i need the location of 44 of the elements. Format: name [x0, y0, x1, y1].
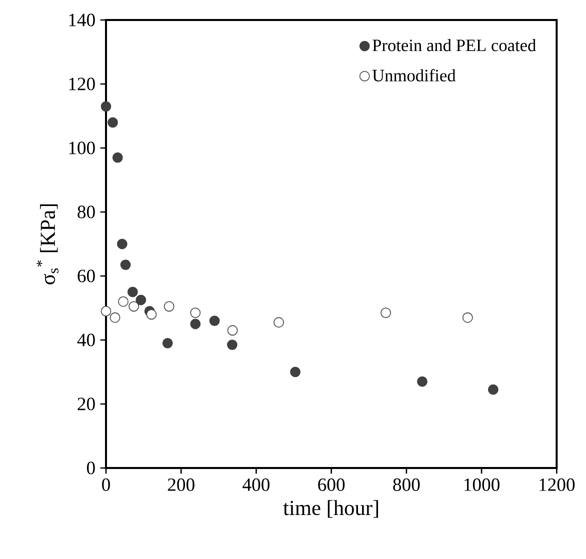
point — [164, 301, 174, 312]
point — [274, 317, 284, 328]
point — [112, 152, 123, 163]
point — [118, 296, 128, 307]
point — [146, 309, 157, 320]
x-tick-label: 400 — [242, 478, 270, 491]
y-tick-label: 60 — [78, 270, 95, 282]
y-tick-label: 80 — [78, 206, 95, 218]
point — [227, 325, 238, 336]
x-tick-label: 1000 — [464, 478, 500, 491]
point — [100, 101, 112, 112]
legend-label: Unmodified — [372, 69, 456, 82]
point — [116, 238, 128, 250]
y-tick-label: 20 — [78, 398, 95, 410]
y-tick-label: 100 — [69, 142, 95, 154]
point — [209, 316, 220, 326]
point — [128, 301, 139, 312]
x-tick-label: 200 — [168, 478, 194, 491]
point — [380, 308, 391, 318]
y-tick-label: 0 — [86, 462, 95, 474]
point — [462, 312, 473, 323]
point — [136, 294, 146, 306]
point — [290, 366, 300, 378]
point — [120, 260, 131, 270]
y-tick-label: 140 — [69, 14, 95, 26]
x-tick-label: 0 — [102, 478, 110, 491]
point — [110, 312, 120, 323]
y-tick-label: 40 — [77, 334, 95, 346]
point — [226, 340, 238, 350]
x-tick-label: 600 — [318, 478, 345, 491]
point — [100, 306, 112, 316]
point — [108, 117, 118, 128]
point — [417, 376, 428, 387]
point — [190, 318, 201, 330]
x-tick-label: 800 — [393, 478, 420, 491]
y-axis-title: σ$_{s}$$^{*}$ [KPa] — [36, 204, 58, 284]
point — [488, 384, 498, 395]
y-tick-label: 120 — [69, 78, 95, 90]
point — [190, 308, 201, 318]
legend-label: Protein and PEL coated — [372, 39, 536, 52]
point — [162, 338, 173, 348]
point — [127, 286, 138, 298]
x-axis-title: time [hour] — [283, 500, 378, 518]
x-tick-label: 1200 — [540, 478, 575, 491]
